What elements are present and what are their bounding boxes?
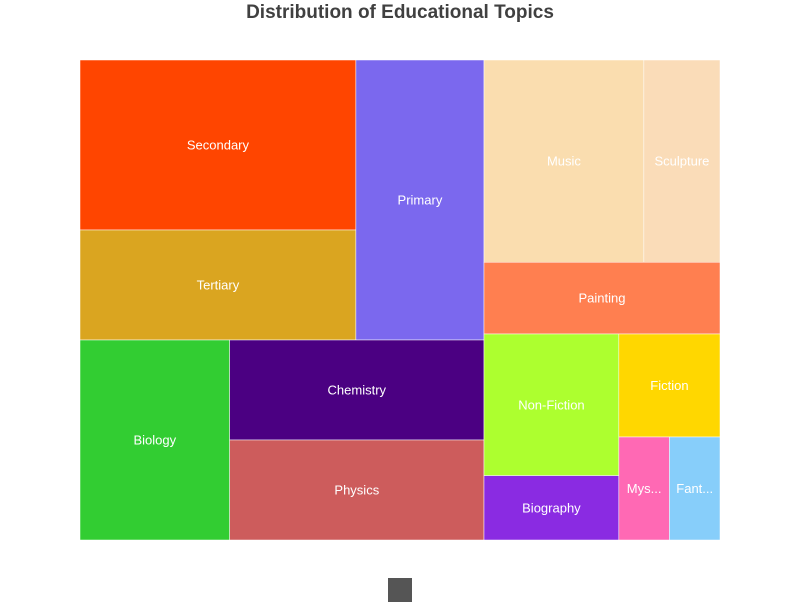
- treemap-label-fiction: Fiction: [650, 378, 688, 393]
- treemap-label-non-fiction: Non-Fiction: [518, 397, 584, 412]
- treemap-cell-mystery[interactable]: [618, 436, 670, 541]
- treemap-label-biology: Biology: [133, 433, 176, 448]
- treemap-label-biography: Biography: [522, 500, 581, 515]
- chart-title: Distribution of Educational Topics: [246, 2, 554, 23]
- treemap-cell-tertiary[interactable]: [79, 229, 357, 341]
- treemap-cell-music[interactable]: [483, 59, 645, 263]
- treemap-cell-biology[interactable]: [79, 339, 230, 541]
- treemap-label-music: Music: [547, 154, 581, 169]
- treemap-label-physics: Physics: [334, 483, 379, 498]
- treemap-cell-physics[interactable]: [229, 439, 485, 541]
- legend-swatch[interactable]: [388, 578, 412, 602]
- treemap-label-secondary: Secondary: [187, 138, 250, 153]
- treemap-label-chemistry: Chemistry: [328, 383, 387, 398]
- treemap-label-sculpture: Sculpture: [654, 154, 709, 169]
- treemap-cell-biography[interactable]: [483, 475, 620, 541]
- treemap-cell-fantasy[interactable]: [669, 436, 721, 541]
- treemap-cell-fiction[interactable]: [618, 333, 721, 438]
- treemap-label-mystery: Mys...: [627, 481, 662, 496]
- treemap-cell-primary[interactable]: [355, 59, 485, 341]
- treemap-cell-sculpture[interactable]: [643, 59, 721, 263]
- treemap-cell-chemistry[interactable]: [229, 339, 485, 441]
- treemap-label-tertiary: Tertiary: [197, 278, 240, 293]
- treemap-label-painting: Painting: [579, 291, 626, 306]
- treemap-label-primary: Primary: [398, 193, 443, 208]
- treemap-label-fantasy: Fant...: [676, 481, 713, 496]
- treemap-cell-painting[interactable]: [483, 261, 721, 335]
